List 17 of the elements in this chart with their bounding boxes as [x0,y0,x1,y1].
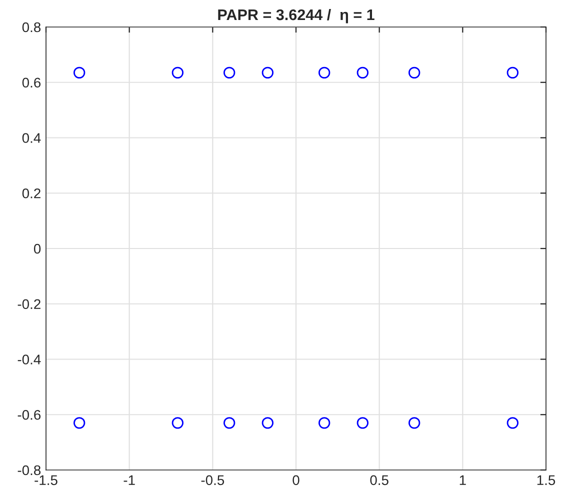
y-tick-label: 0.2 [22,188,40,198]
x-tick-label: -1 [124,475,135,485]
y-tick-label: -0.4 [18,354,41,364]
y-tick-label: 0 [34,244,41,254]
x-tick-label: 0.5 [370,475,388,486]
y-tick-label: -0.2 [18,299,40,310]
y-tick-label: -0.8 [18,465,41,476]
x-tick-label: 1 [460,475,466,485]
x-tick-label: -1.5 [34,475,58,486]
y-tick-label: 0.8 [22,22,41,32]
y-tick-label: 0.4 [22,133,41,143]
y-tick-label: -0.6 [18,410,41,420]
x-tick-label: 1.5 [537,475,556,486]
x-tick-label: 0 [292,475,300,486]
chart-title: PAPR = 3.6244 / η = 1 [218,8,374,24]
y-tick-label: 0.6 [22,78,41,88]
x-tick-label: -0.5 [201,475,224,486]
